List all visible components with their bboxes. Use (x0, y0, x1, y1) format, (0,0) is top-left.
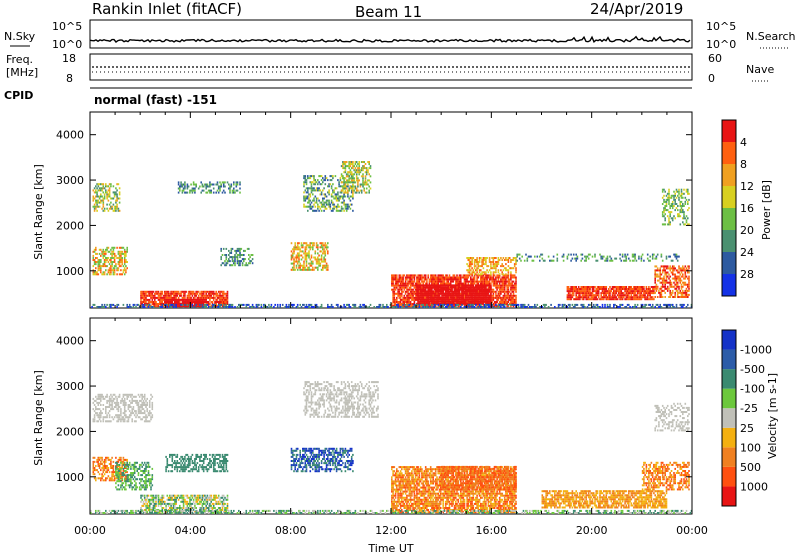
velocity-colorbar-label: Velocity [m s-1] (766, 373, 779, 459)
x-tick-label: 20:00 (576, 524, 608, 537)
cpid-value: normal (fast) -151 (94, 93, 217, 107)
time-axis: 00:00 04:00 08:00 12:00 16:00 20:00 00:00 (74, 524, 708, 537)
noise-sky-trace (90, 37, 690, 42)
date-title: 24/Apr/2019 (590, 0, 683, 18)
beam-title: Beam 11 (355, 3, 422, 21)
colorbar-tick-label: 24 (740, 246, 754, 259)
nave-label: Nave (746, 63, 774, 76)
freq-panel: Freq. [MHz] 18 8 60 0 Nave (6, 52, 774, 85)
colorbar-tick-label: 28 (740, 268, 754, 281)
freq-left-tick-bottom: 8 (66, 72, 73, 85)
colorbar-tick-label: 12 (740, 180, 754, 193)
velocity-panel: 1000 2000 3000 4000 Slant Range [km] 1000 50… (32, 318, 779, 514)
colorbar-swatch (722, 120, 736, 142)
y-tick-label: 3000 (56, 174, 84, 187)
power-colorbar-label: Power [dB] (760, 180, 773, 240)
colorbar-tick-label: 16 (740, 202, 754, 215)
colorbar-tick-label: 1000 (740, 480, 768, 493)
power-colorbar: 28 24 20 16 12 8 4 (722, 120, 754, 296)
colorbar-swatch (722, 330, 736, 350)
colorbar-swatch (722, 447, 736, 467)
noise-left-tick-top: 10^5 (52, 20, 82, 33)
colorbar-swatch (722, 389, 736, 409)
noise-right-tick-bottom: 10^0 (706, 38, 736, 51)
colorbar-tick-label: 100 (740, 441, 761, 454)
colorbar-tick-label: 20 (740, 224, 754, 237)
noise-right-label: N.Search (746, 30, 796, 43)
colorbar-swatch (722, 467, 736, 487)
noise-right-tick-top: 10^5 (706, 20, 736, 33)
colorbar-tick-label: 500 (740, 461, 761, 474)
colorbar-swatch (722, 252, 736, 274)
x-axis-label: Time UT (367, 542, 413, 554)
x-tick-label: 04:00 (174, 524, 206, 537)
noise-left-tick-bottom: 10^0 (52, 38, 82, 51)
colorbar-tick-label: 25 (740, 422, 754, 435)
colorbar-swatch (722, 142, 736, 164)
y-tick-label: 4000 (56, 129, 84, 142)
power-ylabel: Slant Range [km] (32, 164, 45, 260)
colorbar-swatch (722, 208, 736, 230)
colorbar-tick-label: -100 (740, 383, 765, 396)
colorbar-swatch (722, 230, 736, 252)
colorbar-swatch (722, 408, 736, 428)
x-tick-label: 08:00 (275, 524, 307, 537)
y-tick-label: 4000 (56, 335, 84, 348)
colorbar-swatch (722, 486, 736, 506)
colorbar-tick-label: -500 (740, 363, 765, 376)
colorbar-swatch (722, 186, 736, 208)
x-tick-label: 00:00 (74, 524, 106, 537)
y-tick-label: 1000 (56, 265, 84, 278)
x-tick-label: 12:00 (375, 524, 407, 537)
freq-right-tick-top: 60 (708, 52, 722, 65)
noise-panel: N.Sky 10^5 10^0 10^5 10^0 N.Search (4, 20, 796, 51)
colorbar-swatch (722, 369, 736, 389)
y-tick-label: 2000 (56, 425, 84, 438)
y-tick-label: 1000 (56, 471, 84, 484)
power-panel: 1000 2000 3000 4000 Slant Range [km] 28 24 20… (32, 112, 773, 308)
colorbar-tick-label: 8 (740, 158, 747, 171)
colorbar-swatch (722, 164, 736, 186)
y-tick-label: 3000 (56, 380, 84, 393)
freq-right-tick-bottom: 0 (708, 72, 715, 85)
colorbar-swatch (722, 428, 736, 448)
freq-unit-label: [MHz] (6, 66, 38, 79)
x-tick-label: 16:00 (475, 524, 507, 537)
cpid-label: CPID (4, 89, 33, 102)
velocity-ylabel: Slant Range [km] (32, 370, 45, 466)
colorbar-tick-label: 4 (740, 136, 747, 149)
velocity-colorbar: 1000 500 100 25 -25 -100 -500 -1000 (722, 330, 772, 506)
freq-label: Freq. (6, 53, 33, 66)
colorbar-swatch (722, 350, 736, 370)
freq-left-tick-top: 18 (62, 52, 76, 65)
colorbar-tick-label: -25 (740, 402, 758, 415)
colorbar-tick-label: -1000 (740, 344, 772, 357)
noise-left-label: N.Sky (4, 30, 36, 43)
y-tick-label: 2000 (56, 219, 84, 232)
colorbar-swatch (722, 274, 736, 296)
station-title: Rankin Inlet (fitACF) (92, 0, 242, 18)
x-tick-label: 00:00 (676, 524, 708, 537)
cpid-panel: CPID normal (fast) -151 (4, 88, 692, 107)
